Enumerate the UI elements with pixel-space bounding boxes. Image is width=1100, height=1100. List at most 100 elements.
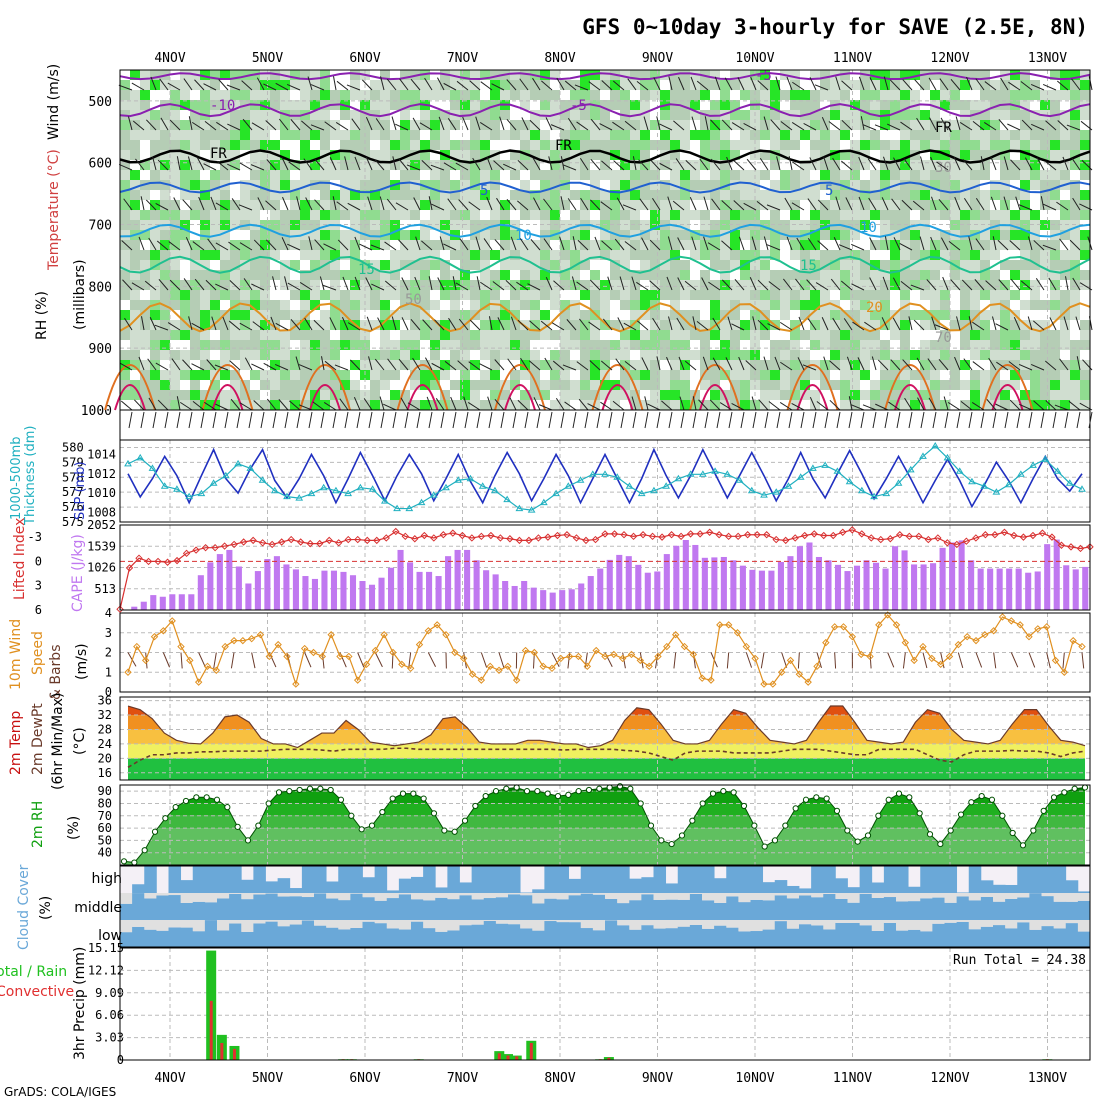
rh-cell bbox=[130, 240, 140, 250]
rh-cell bbox=[640, 320, 650, 330]
wind-barb bbox=[365, 116, 373, 131]
rh-cell bbox=[470, 360, 480, 370]
wind-barb bbox=[752, 316, 757, 331]
rh-cell bbox=[660, 110, 670, 120]
rh-cell bbox=[310, 230, 320, 240]
rh-cell bbox=[420, 370, 430, 380]
rh-cell bbox=[950, 390, 960, 400]
surface-wind-barb bbox=[1016, 411, 1021, 429]
rh-cell bbox=[180, 370, 190, 380]
rh-cell bbox=[740, 130, 750, 140]
cape-bar bbox=[169, 594, 176, 610]
rh-cell bbox=[390, 400, 400, 410]
wind-barb bbox=[228, 241, 241, 251]
rh-cell bbox=[600, 130, 610, 140]
rh-cell bbox=[310, 130, 320, 140]
wind-barb bbox=[995, 403, 1009, 411]
rh-cell bbox=[860, 270, 870, 280]
rh-cell bbox=[120, 200, 130, 210]
rh-cell bbox=[1070, 340, 1080, 350]
rh-cell bbox=[890, 340, 900, 350]
rh-cell bbox=[790, 250, 800, 260]
rh-cell bbox=[950, 160, 960, 170]
wind-barb bbox=[444, 360, 457, 371]
rh-cell bbox=[390, 150, 400, 160]
rh-cell bbox=[1040, 330, 1050, 340]
rh-cell bbox=[1020, 280, 1030, 290]
rh-cell bbox=[960, 330, 970, 340]
rh-cell bbox=[940, 310, 950, 320]
surface-wind-barb bbox=[176, 411, 181, 429]
wind10-barb bbox=[887, 652, 895, 668]
rh-cell bbox=[1060, 260, 1070, 270]
rh-cell bbox=[890, 100, 900, 110]
rh-cell bbox=[1070, 70, 1080, 80]
rh-cell bbox=[780, 150, 790, 160]
lifted-index-point bbox=[610, 530, 619, 538]
cape-bar bbox=[844, 571, 851, 610]
wind-barb bbox=[167, 82, 181, 91]
rh-cell bbox=[970, 80, 980, 90]
temp-contour-20 bbox=[119, 302, 1091, 333]
rh-cell bbox=[130, 190, 140, 200]
slp-tick: 1012 bbox=[87, 467, 116, 481]
wind-barb bbox=[751, 236, 757, 251]
rh-cell bbox=[760, 230, 770, 240]
rh-cell bbox=[400, 240, 410, 250]
rh-cell bbox=[450, 320, 460, 330]
thickness-point bbox=[637, 489, 646, 497]
wind-barb bbox=[721, 279, 733, 291]
rh-cell bbox=[910, 350, 920, 360]
rh-cell bbox=[780, 90, 790, 100]
rh-cell bbox=[830, 90, 840, 100]
rh-cell bbox=[430, 200, 440, 210]
wind-speed-point bbox=[1034, 625, 1042, 633]
wind-barb bbox=[711, 198, 721, 211]
rh-cell bbox=[180, 80, 190, 90]
wind-barb bbox=[851, 283, 865, 291]
wind-barb bbox=[210, 196, 217, 211]
rh-cell bbox=[910, 170, 920, 180]
wind-barb bbox=[346, 84, 361, 91]
rh-cell bbox=[960, 370, 970, 380]
rh-cell bbox=[680, 140, 690, 150]
slp-label: SLP (mb) bbox=[73, 461, 88, 520]
wind10-barb bbox=[673, 652, 677, 669]
wind-barb bbox=[624, 360, 637, 371]
rh-cell bbox=[630, 290, 640, 300]
rh-cell bbox=[1050, 240, 1060, 250]
wind-barb bbox=[419, 122, 433, 131]
wind-barb bbox=[992, 236, 997, 251]
wind-barb bbox=[960, 400, 973, 411]
rh-cell bbox=[1070, 160, 1080, 170]
rh-cell bbox=[760, 140, 770, 150]
rh-cell bbox=[990, 100, 1000, 110]
rh-point bbox=[823, 795, 830, 802]
rh-point bbox=[565, 791, 572, 798]
wind-barb bbox=[579, 318, 589, 331]
rh-cell bbox=[430, 110, 440, 120]
rh-cell bbox=[520, 400, 530, 410]
wind-barb bbox=[858, 76, 865, 91]
rh-cell bbox=[820, 70, 830, 80]
rh-cell bbox=[340, 130, 350, 140]
rh-point bbox=[1009, 829, 1016, 837]
rh-cell bbox=[1000, 370, 1010, 380]
rh-cell bbox=[180, 300, 190, 310]
rh-cell bbox=[1070, 230, 1080, 240]
rh-cell bbox=[900, 380, 910, 390]
rh-cell bbox=[790, 120, 800, 130]
cloud-bar bbox=[350, 866, 363, 893]
temp-contour-30 bbox=[894, 384, 926, 411]
rh-cell bbox=[140, 280, 150, 290]
wind-barb bbox=[807, 198, 817, 211]
rh-cell bbox=[1030, 380, 1040, 390]
rh-cell bbox=[820, 90, 830, 100]
rh-cell bbox=[540, 390, 550, 400]
rh-cell bbox=[670, 300, 680, 310]
rh-cell bbox=[470, 350, 480, 360]
rh-cell bbox=[890, 120, 900, 130]
rh-cell bbox=[130, 70, 140, 80]
wind-speed-point bbox=[336, 652, 344, 661]
wind-barb bbox=[809, 157, 817, 171]
